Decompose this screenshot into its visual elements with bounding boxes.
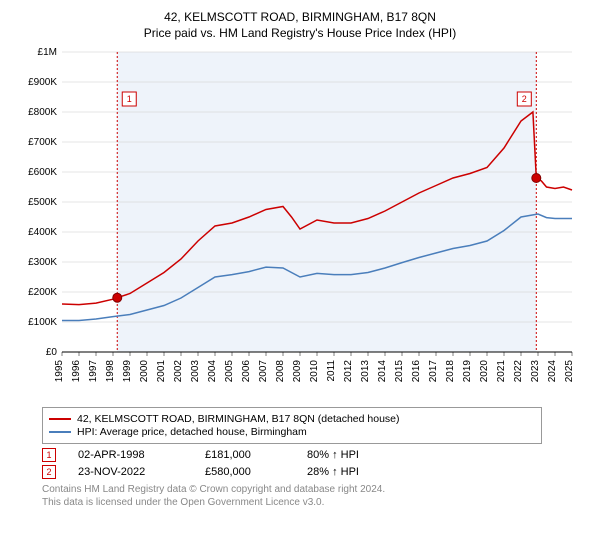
svg-text:2006: 2006 <box>241 360 252 383</box>
svg-text:1997: 1997 <box>88 360 99 383</box>
transaction-marker: 2 <box>42 465 56 479</box>
svg-text:2002: 2002 <box>173 360 184 383</box>
svg-text:2021: 2021 <box>496 360 507 383</box>
page-title: 42, KELMSCOTT ROAD, BIRMINGHAM, B17 8QN <box>8 10 592 24</box>
svg-text:1995: 1995 <box>54 360 65 383</box>
svg-text:1998: 1998 <box>105 360 116 383</box>
transaction-delta: 28% ↑ HPI <box>307 466 359 478</box>
svg-text:1996: 1996 <box>71 360 82 383</box>
transaction-date: 02-APR-1998 <box>78 449 183 461</box>
svg-text:1: 1 <box>127 94 132 104</box>
svg-text:2022: 2022 <box>513 360 524 383</box>
svg-text:2015: 2015 <box>394 360 405 383</box>
svg-text:2008: 2008 <box>275 360 286 383</box>
svg-text:2017: 2017 <box>428 360 439 383</box>
svg-text:2020: 2020 <box>479 360 490 383</box>
svg-text:£500K: £500K <box>28 197 57 208</box>
svg-text:£700K: £700K <box>28 137 57 148</box>
table-row: 1 02-APR-1998 £181,000 80% ↑ HPI <box>42 448 592 462</box>
legend-label-hpi: HPI: Average price, detached house, Birm… <box>77 426 307 438</box>
svg-text:2014: 2014 <box>377 360 388 383</box>
svg-text:2012: 2012 <box>343 360 354 383</box>
svg-text:2023: 2023 <box>530 360 541 383</box>
transaction-date: 23-NOV-2022 <box>78 466 183 478</box>
svg-text:2011: 2011 <box>326 360 337 382</box>
transaction-delta: 80% ↑ HPI <box>307 449 359 461</box>
svg-text:2004: 2004 <box>207 360 218 383</box>
svg-text:2010: 2010 <box>309 360 320 383</box>
svg-text:2000: 2000 <box>139 360 150 383</box>
svg-text:£300K: £300K <box>28 257 57 268</box>
svg-text:2016: 2016 <box>411 360 422 383</box>
legend-swatch-property <box>49 418 71 420</box>
svg-text:2024: 2024 <box>547 360 558 383</box>
svg-text:2013: 2013 <box>360 360 371 383</box>
chart-legend: 42, KELMSCOTT ROAD, BIRMINGHAM, B17 8QN … <box>42 407 542 444</box>
legend-label-property: 42, KELMSCOTT ROAD, BIRMINGHAM, B17 8QN … <box>77 413 400 425</box>
svg-text:2: 2 <box>522 94 527 104</box>
svg-text:£1M: £1M <box>38 47 57 58</box>
legend-swatch-hpi <box>49 431 71 433</box>
svg-text:£100K: £100K <box>28 317 57 328</box>
license-footnote: Contains HM Land Registry data © Crown c… <box>42 483 592 509</box>
svg-text:£800K: £800K <box>28 107 57 118</box>
svg-text:2003: 2003 <box>190 360 201 383</box>
svg-text:2001: 2001 <box>156 360 167 383</box>
svg-text:£600K: £600K <box>28 167 57 178</box>
transaction-marker: 1 <box>42 448 56 462</box>
price-chart: £0 £100K £200K £300K £400K £500K £600K £700K £80… <box>20 46 580 401</box>
svg-text:2018: 2018 <box>445 360 456 383</box>
transactions-table: 1 02-APR-1998 £181,000 80% ↑ HPI 2 23-NO… <box>42 448 592 479</box>
svg-text:2025: 2025 <box>564 360 575 383</box>
svg-text:2009: 2009 <box>292 360 303 383</box>
svg-text:1999: 1999 <box>122 360 133 383</box>
svg-text:£0: £0 <box>46 347 58 358</box>
svg-text:£200K: £200K <box>28 287 57 298</box>
svg-text:2019: 2019 <box>462 360 473 383</box>
page-subtitle: Price paid vs. HM Land Registry's House … <box>8 26 592 40</box>
svg-text:£900K: £900K <box>28 77 57 88</box>
transaction-price: £181,000 <box>205 449 285 461</box>
transaction-price: £580,000 <box>205 466 285 478</box>
table-row: 2 23-NOV-2022 £580,000 28% ↑ HPI <box>42 465 592 479</box>
svg-text:2007: 2007 <box>258 360 269 383</box>
svg-text:£400K: £400K <box>28 227 57 238</box>
svg-text:2005: 2005 <box>224 360 235 383</box>
